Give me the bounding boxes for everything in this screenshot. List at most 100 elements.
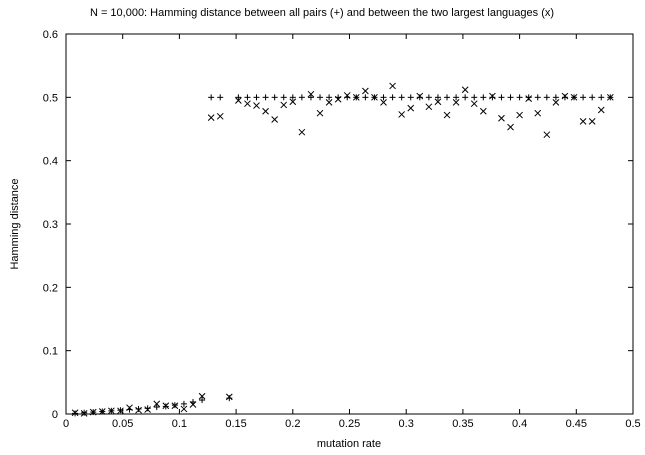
plus-marker — [307, 94, 314, 101]
plus-marker — [552, 94, 559, 101]
cross-marker — [371, 93, 378, 101]
cross-marker — [407, 104, 415, 112]
cross-marker — [153, 400, 161, 408]
axis-ticks — [65, 33, 634, 415]
plus-marker — [271, 94, 278, 101]
cross-marker — [117, 407, 124, 415]
y-tick-label: 0 — [52, 409, 58, 421]
cross-marker — [489, 92, 496, 100]
plus-marker — [434, 94, 441, 101]
x-tick-label: 0.4 — [512, 418, 527, 430]
cross-marker — [443, 111, 451, 119]
x-axis-label: mutation rate — [317, 438, 381, 450]
plus-marker — [416, 94, 423, 101]
plus-marker — [480, 94, 487, 101]
cross-marker — [516, 111, 523, 119]
y-tick-label: 0.3 — [43, 219, 58, 231]
cross-marker — [452, 99, 460, 106]
cross-marker — [507, 123, 514, 131]
plus-marker — [534, 94, 541, 101]
cross-marker — [198, 392, 206, 400]
plus-marker — [208, 94, 215, 101]
plus-marker — [235, 94, 242, 101]
y-tick-labels: 0 0.1 0.2 0.3 0.4 0.5 0.6 — [43, 29, 58, 421]
cross-marker — [108, 407, 115, 415]
y-tick-label: 0.2 — [43, 282, 58, 294]
plus-marker — [580, 94, 587, 101]
cross-marker — [343, 92, 351, 99]
cross-marker — [80, 410, 88, 417]
plus-marker — [226, 395, 233, 402]
y-tick-label: 0.5 — [43, 92, 58, 104]
cross-marker — [216, 112, 224, 120]
x-tick-label: 0.05 — [112, 418, 133, 430]
cross-marker — [144, 406, 152, 413]
cross-marker — [498, 114, 505, 122]
cross-marker — [89, 408, 97, 416]
cross-marker — [380, 99, 387, 106]
cross-marker — [434, 98, 442, 106]
x-tick-label: 0.3 — [399, 418, 414, 430]
cross-marker — [235, 97, 242, 104]
cross-marker — [126, 404, 133, 412]
cross-marker — [606, 93, 614, 101]
cross-marker — [135, 406, 142, 414]
cross-marker — [470, 100, 478, 108]
cross-marker — [262, 107, 269, 115]
cross-marker — [307, 90, 315, 98]
cross-marker — [416, 92, 424, 100]
cross-marker — [597, 106, 605, 114]
plus-marker — [489, 94, 496, 101]
plus-marker — [598, 94, 605, 101]
cross-marker — [362, 87, 369, 95]
plus-marker — [244, 94, 251, 101]
x-tick-label: 0.45 — [566, 418, 587, 430]
cross-marker — [479, 107, 487, 115]
cross-marker — [398, 111, 406, 118]
plus-marker — [498, 94, 505, 101]
cross-marker — [253, 102, 260, 109]
plus-marker — [144, 405, 151, 412]
plus-marker — [362, 94, 369, 101]
x-tick-label: 0.35 — [452, 418, 473, 430]
plus-marker — [317, 94, 324, 101]
y-tick-label: 0.1 — [43, 346, 58, 358]
cross-marker — [162, 402, 170, 410]
cross-marker — [352, 93, 360, 101]
x-tick-labels: 0 0.05 0.1 0.15 0.2 0.25 0.3 0.35 0.4 0.45 0.5 — [63, 418, 641, 430]
cross-marker — [271, 116, 279, 123]
x-tick-label: 0 — [63, 418, 69, 430]
x-tick-label: 0.5 — [625, 418, 640, 430]
plus-marker — [298, 94, 305, 101]
plus-marker — [326, 94, 333, 101]
cross-marker — [552, 99, 560, 106]
cross-marker — [325, 99, 333, 106]
plus-marker — [407, 94, 414, 101]
plus-marker — [135, 405, 142, 412]
plus-marker — [453, 94, 460, 101]
cross-marker — [525, 95, 533, 102]
chart-title: N = 10,000: Hamming distance between all… — [90, 7, 554, 19]
cross-marker — [180, 405, 188, 413]
cross-marker — [570, 93, 578, 101]
cross-marker — [561, 92, 569, 100]
plot-frame — [65, 33, 634, 415]
cross-marker — [171, 402, 179, 410]
cross-marker — [389, 82, 396, 90]
cross-marker — [71, 409, 79, 417]
x-tick-label: 0.25 — [339, 418, 360, 430]
cross-marker — [461, 86, 469, 94]
plus-marker — [253, 94, 260, 101]
cross-marker — [289, 98, 297, 106]
plus-marker — [516, 94, 523, 101]
cross-marker — [579, 118, 587, 125]
plus-marker — [389, 94, 396, 101]
plus-marker — [462, 94, 469, 101]
plus-marker — [217, 94, 224, 101]
plus-marker — [289, 94, 296, 101]
plus-marker — [507, 94, 514, 101]
data-points — [71, 82, 614, 417]
x-tick-label: 0.15 — [225, 418, 246, 430]
plus-marker — [262, 94, 269, 101]
